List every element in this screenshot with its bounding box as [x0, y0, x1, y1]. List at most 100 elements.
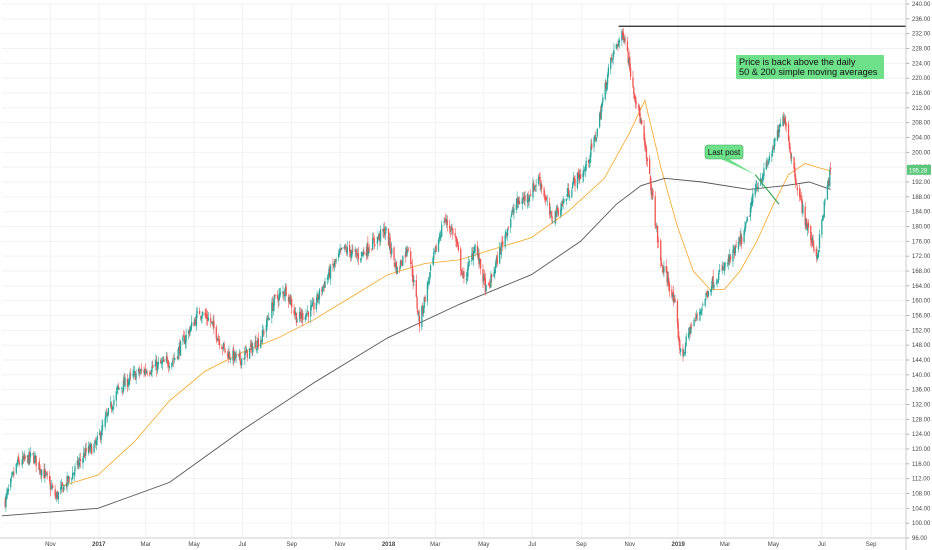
candle-body: [710, 286, 713, 292]
note-box[interactable]: [736, 55, 884, 79]
candle-body: [582, 173, 584, 177]
candle-body: [106, 412, 109, 417]
candle-body: [240, 360, 242, 365]
candle-body: [282, 291, 284, 294]
candle-body: [817, 252, 819, 258]
candle-body: [429, 272, 431, 280]
candle-body: [182, 336, 184, 342]
candle-body: [115, 391, 117, 401]
candle-body: [387, 228, 390, 246]
candle-body: [118, 386, 120, 388]
candle-body: [133, 371, 136, 372]
candle-body: [727, 258, 729, 265]
candle-body: [373, 238, 375, 244]
y-tick-label: 104.00: [912, 506, 931, 512]
candle-body: [6, 492, 8, 496]
candle-body: [571, 189, 573, 197]
candle-body: [615, 44, 617, 49]
candle-body: [662, 268, 664, 273]
candle-body: [445, 218, 448, 223]
candle-body: [410, 262, 413, 264]
y-tick-label: 108.00: [912, 492, 931, 498]
candle-body: [376, 236, 379, 244]
candle-body: [116, 388, 118, 390]
candle-body: [443, 221, 445, 224]
candle-body: [704, 298, 706, 306]
candle-body: [674, 298, 676, 303]
candle-body: [385, 228, 387, 231]
candle-body: [606, 74, 609, 85]
y-tick-label: 240.00: [912, 2, 931, 8]
candle-body: [352, 249, 354, 250]
candle-body: [137, 368, 140, 372]
callout-box[interactable]: [704, 144, 744, 160]
candle-body: [472, 253, 474, 259]
candle-body: [494, 269, 496, 274]
candle-body: [718, 273, 720, 280]
candle-body: [345, 248, 348, 253]
candle-body: [768, 156, 771, 161]
candle-body: [406, 250, 409, 253]
candle-body: [529, 194, 532, 196]
candle-body: [449, 229, 452, 233]
candle-body: [665, 265, 667, 273]
time-axis[interactable]: Nov 2017 Mar May Jul Sep Nov 2018 Mar May Jul Sep No…: [0, 537, 906, 548]
candle-body: [802, 204, 804, 214]
candle-body: [666, 271, 668, 283]
candle-body: [468, 261, 471, 262]
candle-body: [345, 247, 347, 249]
candle-body: [371, 249, 373, 251]
y-tick-label: 192.00: [912, 180, 931, 186]
candle-body: [171, 361, 174, 363]
candle-body: [60, 484, 63, 489]
candle-body: [337, 253, 340, 258]
candle-body: [506, 233, 508, 236]
candle-body: [745, 222, 748, 224]
candle-body: [172, 360, 175, 362]
candle-body: [84, 447, 86, 457]
candle-body: [283, 294, 286, 296]
candle-body: [221, 348, 224, 350]
candle-body: [762, 175, 764, 181]
candle-body: [476, 245, 479, 255]
candle-body: [326, 277, 329, 280]
candle-body: [610, 58, 612, 69]
candle-body: [756, 188, 759, 190]
candle-body: [289, 294, 291, 304]
candle-body: [132, 373, 134, 376]
candle-body: [616, 44, 618, 47]
candle-body: [207, 317, 210, 321]
x-tick-label: 2018: [382, 542, 396, 548]
candle-body: [782, 116, 784, 126]
candle-body: [537, 176, 540, 184]
candle-body: [522, 197, 525, 200]
y-tick-label: 112.00: [912, 477, 931, 483]
candle-body: [139, 372, 141, 374]
candle-body: [18, 456, 20, 462]
candle-body: [807, 222, 810, 228]
candle-body: [44, 470, 46, 477]
candle-body: [439, 235, 441, 239]
candle-body: [311, 302, 313, 307]
candle-body: [243, 358, 245, 360]
candle-body: [196, 311, 198, 313]
candle-body: [750, 203, 752, 209]
x-tick-label: Mar: [430, 542, 440, 548]
candle-body: [707, 291, 710, 296]
candle-body: [483, 275, 486, 280]
candle-body: [779, 123, 781, 127]
price-axis[interactable]: 96.00 100.00 104.00 108.00 112.00 116.00 120.0…: [905, 0, 931, 550]
candle-body: [432, 258, 434, 264]
candle-body: [293, 309, 295, 314]
candle-body: [828, 179, 830, 186]
candle-body: [472, 250, 475, 261]
candle-body: [441, 224, 443, 237]
candle-body: [117, 386, 119, 390]
candle-body: [95, 440, 98, 446]
candle-body: [535, 185, 537, 187]
candle-body: [256, 348, 258, 351]
candle-body: [46, 473, 48, 476]
candle-body: [566, 194, 568, 197]
candle-body: [191, 322, 193, 327]
